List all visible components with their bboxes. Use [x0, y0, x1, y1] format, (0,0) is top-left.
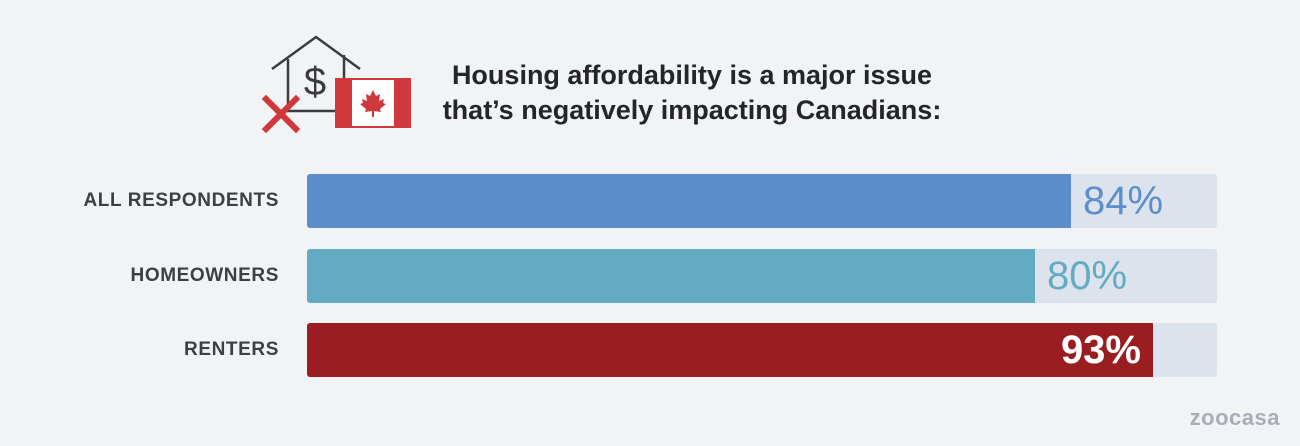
chart-title: Housing affordability is a major issue t… — [432, 58, 952, 128]
bar — [307, 174, 1071, 228]
bar-track: 80% — [307, 249, 1217, 303]
value-label: 84% — [1083, 179, 1164, 223]
svg-text:$: $ — [304, 60, 326, 104]
bar — [307, 249, 1035, 303]
bar-track: 84% — [307, 174, 1217, 228]
category-label: RENTERS — [184, 339, 279, 360]
bar-row: RENTERS 93% — [0, 323, 1300, 377]
value-label: 80% — [1047, 254, 1128, 298]
bar-track: 93% — [307, 323, 1217, 377]
value-label: 93% — [1060, 328, 1141, 372]
bar — [307, 323, 1153, 377]
chart-title-line-2: that’s negatively impacting Canadians: — [442, 95, 942, 125]
house-dollar-canada-flag-icon: $ — [261, 35, 411, 134]
bar-row: ALL RESPONDENTS 84% — [0, 174, 1300, 228]
chart-title-line-1: Housing affordability is a major issue — [451, 60, 933, 90]
category-label: HOMEOWNERS — [130, 265, 279, 286]
category-label: ALL RESPONDENTS — [83, 190, 279, 211]
brand-logo: zoocasa — [1189, 405, 1280, 430]
bar-row: HOMEOWNERS 80% — [0, 249, 1300, 303]
